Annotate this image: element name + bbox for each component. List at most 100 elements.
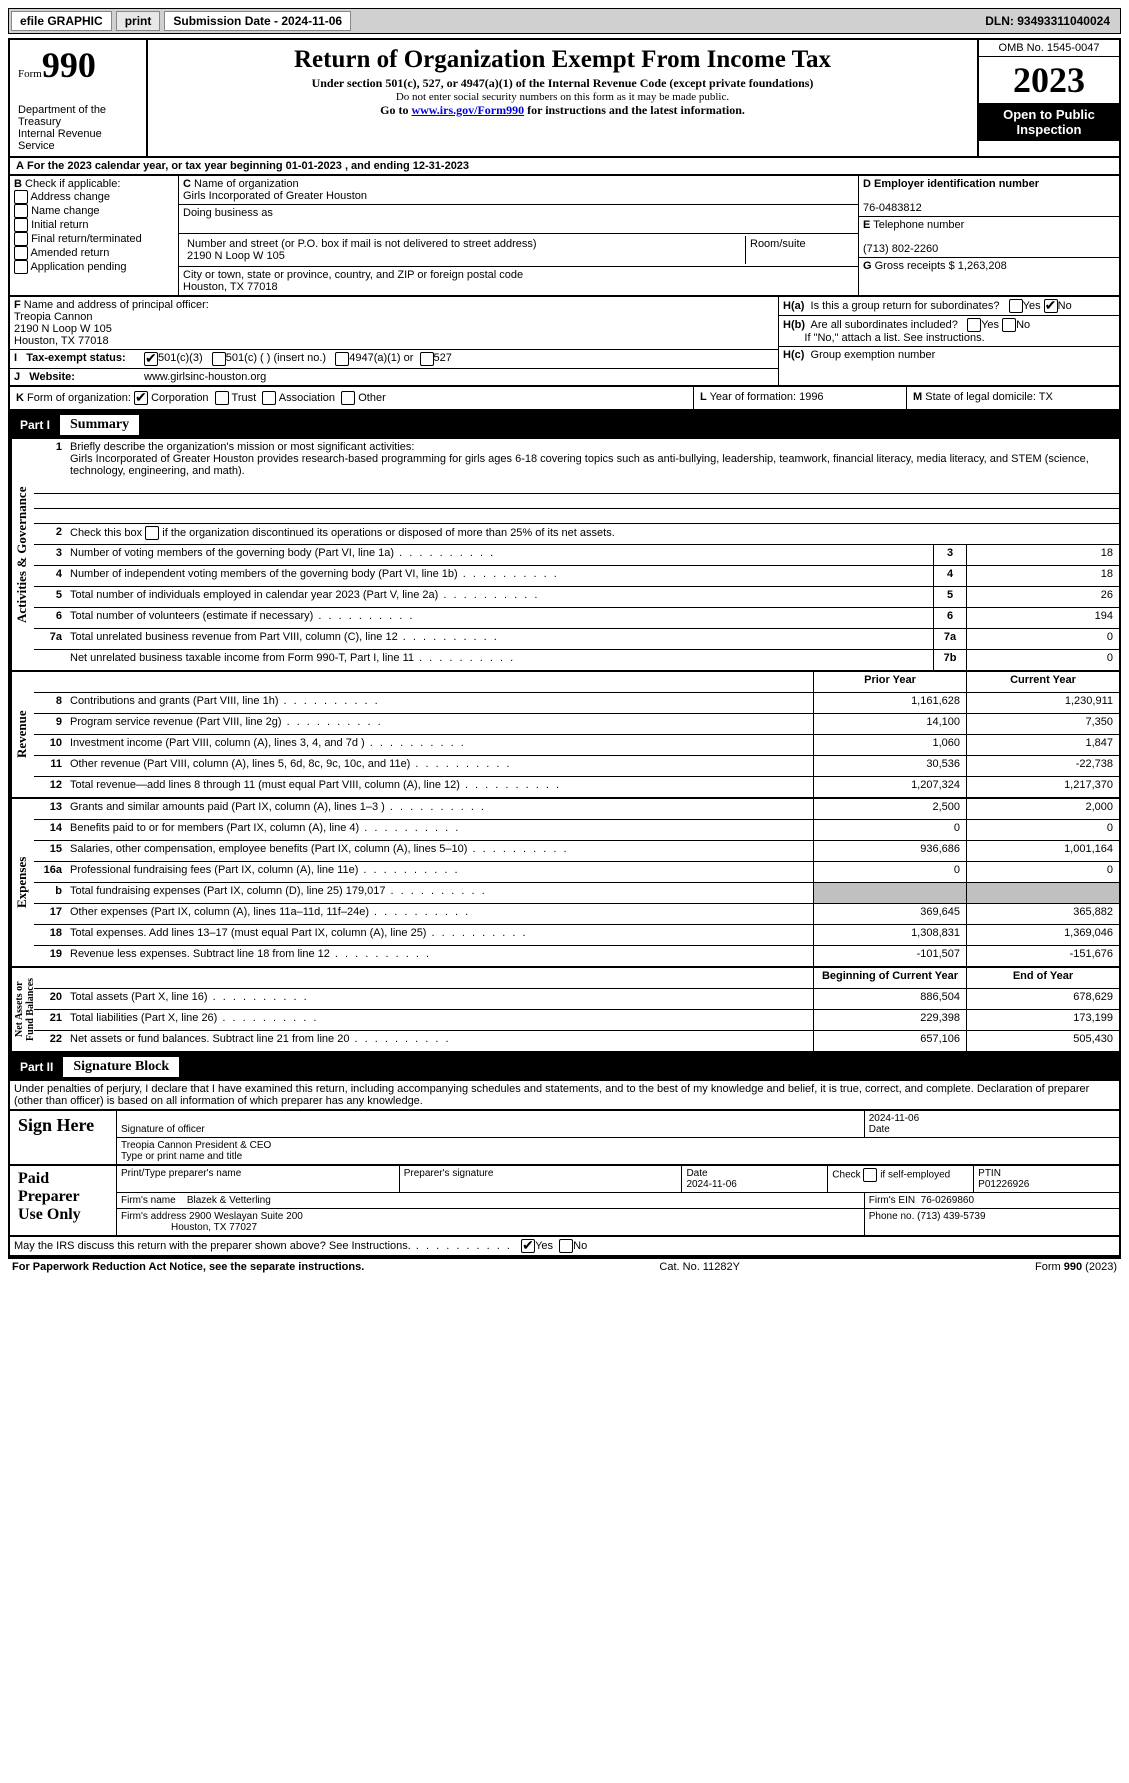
firm-addr2: Houston, TX 77027 — [171, 1222, 257, 1233]
name-change-checkbox[interactable] — [14, 204, 28, 218]
addr-change-checkbox[interactable] — [14, 190, 28, 204]
klm-row: K Form of organization: Corporation Trus… — [8, 387, 1121, 411]
amended-checkbox[interactable] — [14, 246, 28, 260]
sub-yes[interactable] — [967, 318, 981, 332]
summary-line: 3Number of voting members of the governi… — [34, 545, 1119, 566]
firm-name: Blazek & Vetterling — [187, 1195, 271, 1206]
vlabel-revenue: Revenue — [10, 672, 34, 797]
527-checkbox[interactable] — [420, 352, 434, 366]
corp-checkbox[interactable] — [134, 391, 148, 405]
other-checkbox[interactable] — [341, 391, 355, 405]
summary-line: 5Total number of individuals employed in… — [34, 587, 1119, 608]
firm-phone: (713) 439-5739 — [917, 1211, 985, 1222]
initial-return-checkbox[interactable] — [14, 218, 28, 232]
summary-line: 18Total expenses. Add lines 13–17 (must … — [34, 925, 1119, 946]
summary-line: 22Net assets or fund balances. Subtract … — [34, 1031, 1119, 1051]
assoc-checkbox[interactable] — [262, 391, 276, 405]
page-footer: For Paperwork Reduction Act Notice, see … — [8, 1257, 1121, 1275]
irs-link[interactable]: www.irs.gov/Form990 — [411, 103, 524, 117]
discontinue-checkbox[interactable] — [145, 526, 159, 540]
sign-here-block: Sign Here Signature of officer 2024-11-0… — [8, 1111, 1121, 1166]
org-name: Girls Incorporated of Greater Houston — [183, 190, 367, 202]
dept-treasury: Department of the Treasury — [18, 104, 138, 128]
final-return-checkbox[interactable] — [14, 232, 28, 246]
website-url: www.girlsinc-houston.org — [144, 371, 266, 383]
summary-line: 7aTotal unrelated business revenue from … — [34, 629, 1119, 650]
summary-line: 17Other expenses (Part IX, column (A), l… — [34, 904, 1119, 925]
omb-number: OMB No. 1545-0047 — [979, 40, 1119, 57]
summary-line: 11Other revenue (Part VIII, column (A), … — [34, 756, 1119, 777]
summary-line: 14Benefits paid to or for members (Part … — [34, 820, 1119, 841]
tax-period: A For the 2023 calendar year, or tax yea… — [8, 158, 1121, 176]
summary-line: 20Total assets (Part X, line 16)886,5046… — [34, 989, 1119, 1010]
col-begin: Beginning of Current Year — [813, 968, 966, 988]
street-address: 2190 N Loop W 105 — [187, 250, 285, 262]
firm-addr1: 2900 Weslayan Suite 200 — [189, 1211, 303, 1222]
efile-label: efile GRAPHIC — [11, 11, 112, 31]
sub-no[interactable] — [1002, 318, 1016, 332]
year-formation: 1996 — [799, 391, 823, 403]
officer-addr1: 2190 N Loop W 105 — [14, 323, 774, 335]
open-inspection: Open to Public Inspection — [979, 103, 1119, 141]
activities-governance-section: Activities & Governance 1 Briefly descri… — [8, 439, 1121, 672]
irs-label: Internal Revenue Service — [18, 128, 138, 152]
summary-line: 12Total revenue—add lines 8 through 11 (… — [34, 777, 1119, 797]
form-subtitle: Under section 501(c), 527, or 4947(a)(1)… — [156, 76, 969, 91]
form-header: Form990 Department of the Treasury Inter… — [8, 38, 1121, 158]
footer-form: Form 990 (2023) — [1035, 1261, 1117, 1273]
phone: (713) 802-2260 — [863, 243, 938, 255]
paid-preparer-block: Paid Preparer Use Only Print/Type prepar… — [8, 1166, 1121, 1237]
trust-checkbox[interactable] — [215, 391, 229, 405]
footer-left: For Paperwork Reduction Act Notice, see … — [12, 1261, 364, 1273]
form-title: Return of Organization Exempt From Incom… — [156, 46, 969, 74]
summary-line: 8Contributions and grants (Part VIII, li… — [34, 693, 1119, 714]
form-note: Do not enter social security numbers on … — [156, 91, 969, 103]
app-pending-checkbox[interactable] — [14, 260, 28, 274]
form-number: 990 — [42, 45, 96, 85]
tax-year: 2023 — [979, 57, 1119, 103]
print-button[interactable]: print — [116, 11, 161, 31]
sign-date: 2024-11-06 — [869, 1113, 919, 1124]
summary-line: 19Revenue less expenses. Subtract line 1… — [34, 946, 1119, 966]
discuss-no[interactable] — [559, 1239, 573, 1253]
col-end: End of Year — [966, 968, 1119, 988]
paid-preparer-label: Paid Preparer Use Only — [10, 1166, 117, 1235]
summary-line: 15Salaries, other compensation, employee… — [34, 841, 1119, 862]
box-d: D Employer identification number76-04838… — [859, 176, 1119, 295]
city-state-zip: Houston, TX 77018 — [183, 281, 278, 293]
box-b: B Check if applicable: Address change Na… — [10, 176, 179, 295]
self-employed-checkbox[interactable] — [863, 1168, 877, 1182]
group-yes[interactable] — [1009, 299, 1023, 313]
dln: DLN: 93493311040024 — [985, 14, 1118, 28]
ptin: P01226926 — [978, 1179, 1029, 1190]
officer-signature-name: Treopia Cannon President & CEO — [121, 1140, 271, 1151]
discuss-yes[interactable] — [521, 1239, 535, 1253]
discuss-row: May the IRS discuss this return with the… — [8, 1237, 1121, 1257]
officer-name: Treopia Cannon — [14, 311, 774, 323]
mission-text: Girls Incorporated of Greater Houston pr… — [70, 453, 1089, 477]
netassets-section: Net Assets or Fund Balances Beginning of… — [8, 968, 1121, 1053]
vlabel-expenses: Expenses — [10, 799, 34, 966]
preparer-name-header: Print/Type preparer's name — [117, 1166, 400, 1192]
goto-suffix: for instructions and the latest informat… — [524, 103, 745, 117]
summary-line: 21Total liabilities (Part X, line 26)229… — [34, 1010, 1119, 1031]
preparer-date: 2024-11-06 — [686, 1179, 736, 1190]
group-no[interactable] — [1044, 299, 1058, 313]
summary-line: 16aProfessional fundraising fees (Part I… — [34, 862, 1119, 883]
goto-prefix: Go to — [380, 103, 411, 117]
4947-checkbox[interactable] — [335, 352, 349, 366]
officer-addr2: Houston, TX 77018 — [14, 335, 774, 347]
org-info-grid: B Check if applicable: Address change Na… — [8, 176, 1121, 297]
preparer-sig-header: Preparer's signature — [400, 1166, 683, 1192]
summary-line: bTotal fundraising expenses (Part IX, co… — [34, 883, 1119, 904]
expenses-section: Expenses 13Grants and similar amounts pa… — [8, 799, 1121, 968]
revenue-section: Revenue Prior YearCurrent Year 8Contribu… — [8, 672, 1121, 799]
vlabel-netassets: Net Assets or Fund Balances — [10, 968, 34, 1051]
501c3-checkbox[interactable] — [144, 352, 158, 366]
summary-line: 4Number of independent voting members of… — [34, 566, 1119, 587]
summary-line: Net unrelated business taxable income fr… — [34, 650, 1119, 670]
part2-header: Part II Signature Block — [8, 1053, 1121, 1081]
form-word: Form — [18, 68, 42, 80]
efile-toolbar: efile GRAPHIC print Submission Date - 20… — [8, 8, 1121, 34]
501c-checkbox[interactable] — [212, 352, 226, 366]
